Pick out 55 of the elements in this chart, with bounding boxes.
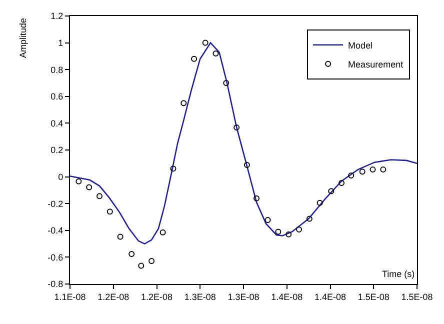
x-tick-label: 1.4E-08 bbox=[314, 292, 346, 302]
y-tick-label: 0 bbox=[58, 172, 64, 182]
x-tick-label: 1.1E-08 bbox=[54, 292, 86, 302]
point bbox=[316, 200, 323, 206]
point bbox=[191, 56, 198, 62]
point bbox=[117, 234, 124, 240]
y-tick-label: -0.6 bbox=[48, 252, 64, 262]
point bbox=[223, 80, 230, 86]
point bbox=[359, 168, 366, 175]
legend-label: Model bbox=[348, 40, 373, 50]
point bbox=[286, 231, 292, 238]
y-tick-label: 0.4 bbox=[50, 118, 64, 128]
line-series bbox=[70, 42, 417, 244]
x-tick-label: 1.5E-08 bbox=[358, 292, 390, 302]
point bbox=[86, 184, 92, 190]
point bbox=[275, 228, 282, 235]
legend-label: Measurement bbox=[348, 59, 404, 70]
point bbox=[348, 172, 354, 178]
y-tick-label: -0.8 bbox=[48, 279, 64, 290]
point bbox=[244, 162, 250, 168]
y-tick-label: 1.2 bbox=[50, 11, 64, 22]
y-tick-label: 0.8 bbox=[50, 64, 64, 75]
point bbox=[234, 124, 240, 130]
point bbox=[138, 262, 144, 269]
x-tick-label: 1.2E-08 bbox=[140, 292, 173, 302]
x-tick-label: 1.4E-08 bbox=[271, 292, 303, 302]
x-tick-label: 1.3E-08 bbox=[228, 292, 260, 302]
y-tick-label: -0.4 bbox=[48, 226, 64, 236]
point bbox=[160, 229, 166, 236]
point bbox=[306, 216, 312, 222]
point bbox=[148, 258, 155, 264]
y-tick-label: 0.6 bbox=[50, 92, 64, 102]
point bbox=[296, 226, 302, 232]
point bbox=[180, 100, 187, 106]
point bbox=[170, 166, 176, 172]
point bbox=[338, 180, 345, 186]
point bbox=[106, 208, 113, 215]
point bbox=[128, 250, 135, 257]
x-axis-title: Time (s) bbox=[382, 269, 415, 279]
point bbox=[254, 195, 260, 202]
x-tick-label: 1.3E-08 bbox=[184, 292, 216, 302]
point bbox=[96, 193, 102, 200]
point bbox=[76, 178, 82, 184]
point bbox=[380, 166, 386, 173]
point bbox=[370, 166, 376, 173]
y-tick-label: 0.2 bbox=[50, 145, 64, 156]
y-tick-label: 1 bbox=[58, 38, 64, 48]
x-tick-label: 1.5E-08 bbox=[401, 292, 433, 302]
x-tick-label: 1.2E-08 bbox=[98, 292, 130, 302]
point bbox=[202, 40, 208, 46]
point bbox=[212, 50, 219, 57]
y-axis-title: Amplitude bbox=[18, 18, 28, 58]
point bbox=[328, 188, 334, 194]
y-tick-label: -0.2 bbox=[48, 198, 64, 209]
point bbox=[264, 216, 271, 223]
